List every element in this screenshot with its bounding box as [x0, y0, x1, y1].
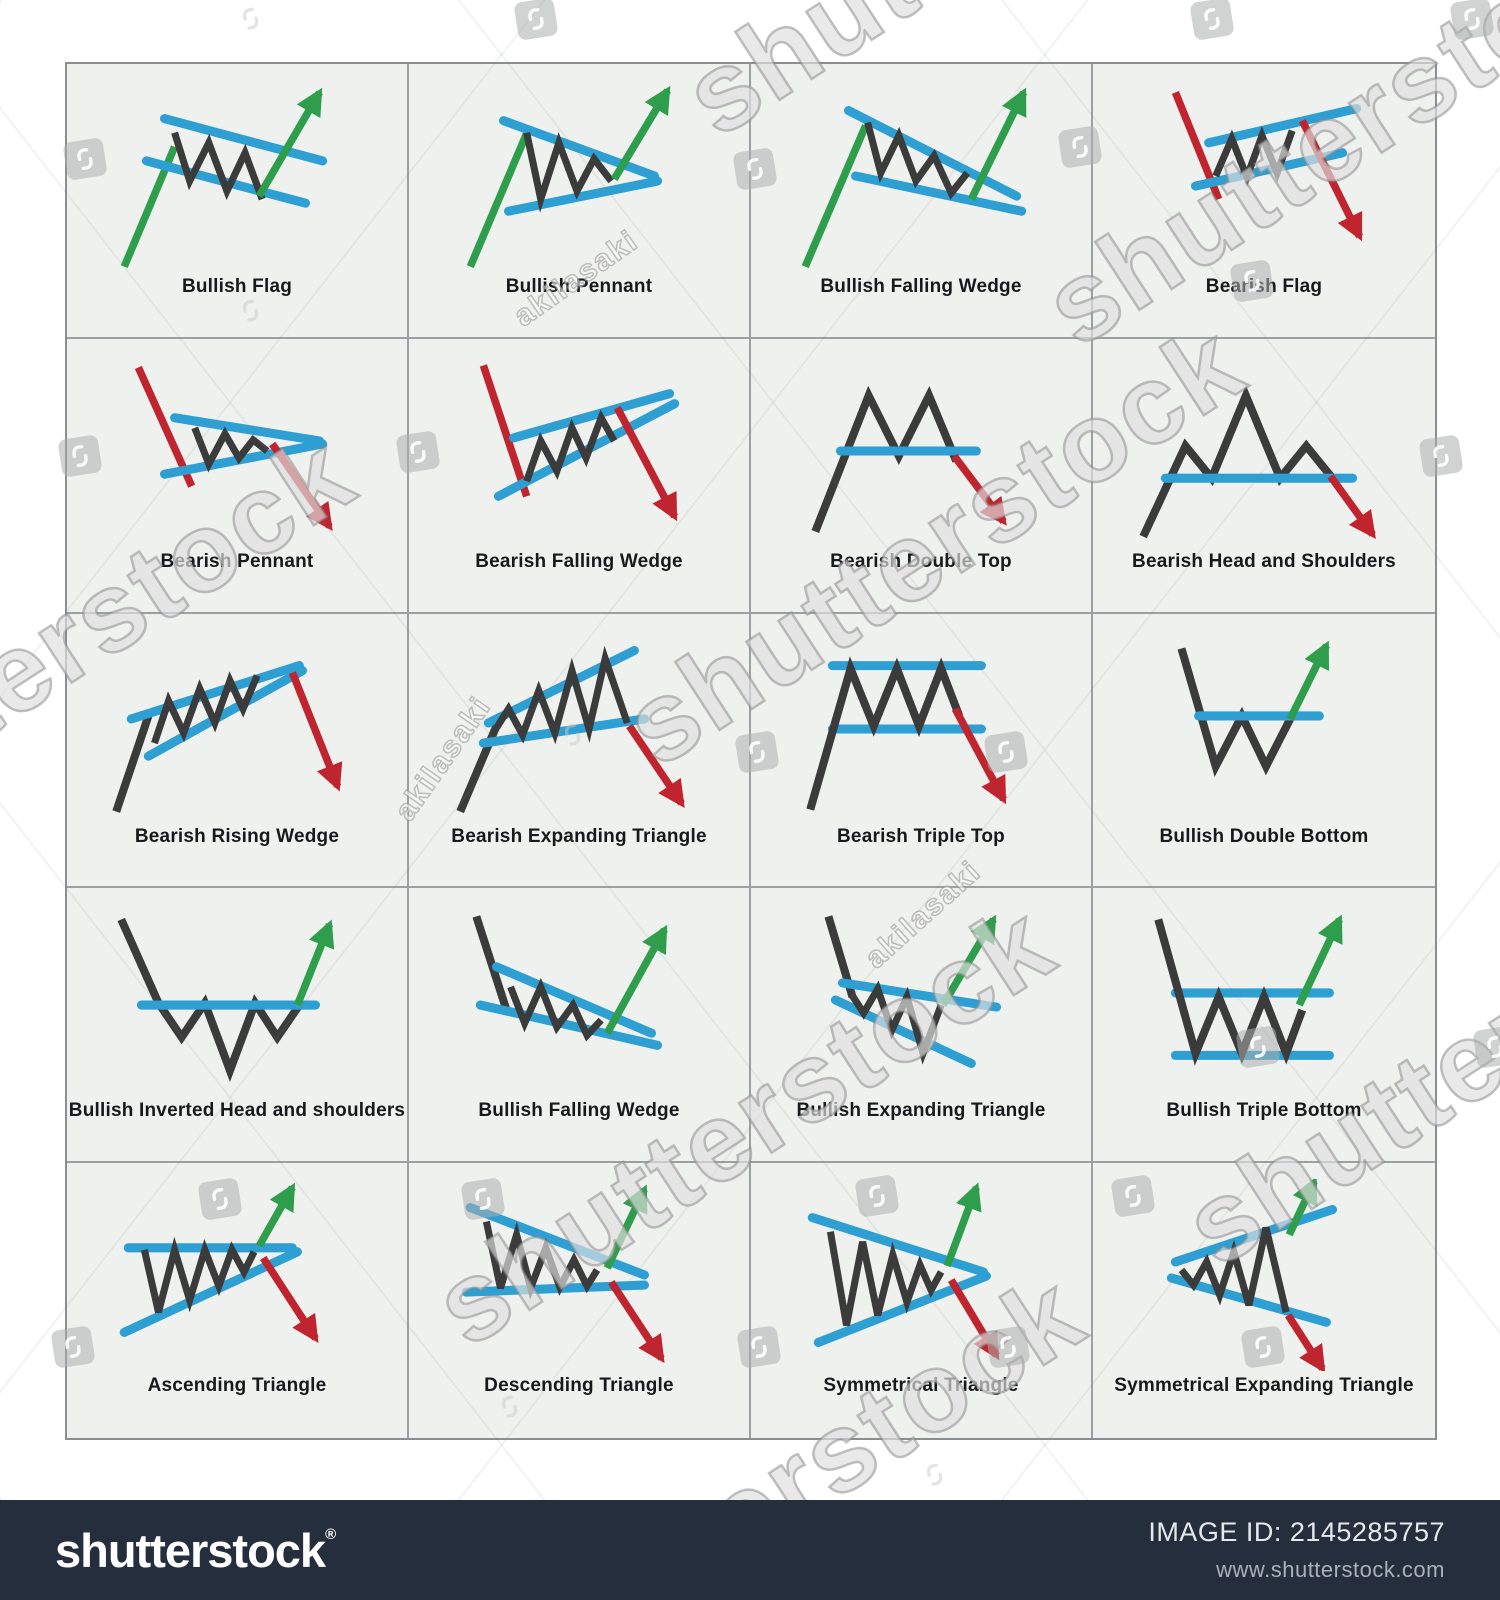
bullish-inverted-head-and-shoulders-diagram	[117, 918, 335, 1083]
pattern-cell-bearish-flag: Bearish Flag	[1093, 64, 1435, 339]
pattern-cell-symmetrical-expanding-triangle: Symmetrical Expanding Triangle	[1093, 1163, 1435, 1438]
bearish-expanding-triangle-diagram	[456, 645, 685, 813]
pattern-label: Bearish Falling Wedge	[475, 550, 683, 572]
pattern-cell-bullish-expanding-triangle: Bullish Expanding Triangle	[751, 888, 1093, 1164]
pattern-label: Bearish Triple Top	[837, 825, 1005, 847]
bearish-double-top-diagram	[811, 385, 1007, 533]
pattern-cell-bullish-pennant: Bullish Pennant	[409, 64, 751, 339]
bearish-flag-diagram	[1171, 91, 1364, 242]
pattern-cell-bearish-rising-wedge: Bearish Rising Wedge	[67, 613, 409, 889]
pattern-cell-bearish-falling-wedge: Bearish Falling Wedge	[409, 338, 751, 614]
pattern-label: Bullish Inverted Head and shoulders	[68, 1100, 406, 1122]
pattern-label: Bullish Pennant	[505, 276, 653, 297]
pattern-label: Bullish Expanding Triangle	[796, 1100, 1046, 1122]
bullish-pennant-diagram	[466, 85, 671, 269]
pattern-label: Bullish Flag	[181, 276, 293, 297]
bullish-expanding-triangle-diagram	[824, 915, 1002, 1069]
shutter-curl-watermark	[236, 2, 275, 41]
bearish-head-and-shoulders-diagram	[1139, 384, 1376, 539]
ascending-triangle-diagram	[119, 1182, 319, 1344]
pattern-cell-bullish-flag: Bullish Flag	[67, 64, 409, 339]
shutter-curl-watermark	[920, 1458, 959, 1497]
pattern-label: Bearish Head and Shoulders	[1132, 550, 1396, 572]
bearish-falling-wedge-diagram	[479, 364, 680, 522]
pattern-cell-bearish-head-and-shoulders: Bearish Head and Shoulders	[1093, 339, 1435, 614]
pattern-label: Bullish Falling Wedge	[820, 276, 1022, 297]
image-meta: IMAGE ID: 2145285757 www.shutterstock.co…	[1148, 1517, 1445, 1583]
pattern-label: Bearish Flag	[1205, 276, 1323, 297]
bullish-falling-wedge-2-diagram	[472, 915, 668, 1051]
pattern-label: Bearish Double Top	[830, 550, 1012, 572]
pattern-label: Symmetrical Triangle	[823, 1375, 1019, 1397]
pattern-cell-bullish-falling-wedge-2: Bullish Falling Wedge	[409, 888, 751, 1164]
pattern-cell-bullish-double-bottom: Bullish Double Bottom	[1093, 614, 1435, 889]
pattern-label: Bearish Pennant	[160, 550, 314, 572]
pattern-cell-symmetrical-triangle: Symmetrical Triangle	[751, 1163, 1093, 1438]
descending-triangle-diagram	[461, 1184, 665, 1364]
pattern-cell-bearish-pennant: Bearish Pennant	[67, 338, 409, 614]
shutter-badge-watermark	[1189, 0, 1235, 41]
chart-pattern-grid: Bullish Flag Bullish Pennant Bullish Falli…	[65, 62, 1437, 1440]
image-id: IMAGE ID: 2145285757	[1148, 1517, 1445, 1547]
footer-bar: shutterstock® IMAGE ID: 2145285757 www.s…	[0, 1500, 1500, 1600]
shutter-badge-watermark	[513, 0, 559, 41]
pattern-label: Descending Triangle	[484, 1375, 674, 1397]
pattern-label: Bullish Falling Wedge	[478, 1100, 680, 1122]
bullish-falling-wedge-diagram	[801, 87, 1028, 269]
pattern-label: Bearish Rising Wedge	[134, 825, 340, 847]
logo-text: shutterstock	[55, 1523, 326, 1577]
shutter-badge-watermark	[1449, 0, 1495, 41]
bearish-rising-wedge-diagram	[112, 660, 343, 813]
shutterstock-logo: shutterstock®	[55, 1523, 336, 1578]
bullish-triple-bottom-diagram	[1154, 914, 1343, 1067]
registered-mark: ®	[325, 1525, 337, 1543]
pattern-cell-bullish-falling-wedge: Bullish Falling Wedge	[751, 64, 1093, 339]
pattern-label: Symmetrical Expanding Triangle	[1114, 1375, 1414, 1397]
symmetrical-triangle-diagram	[807, 1182, 1000, 1361]
pattern-cell-bearish-triple-top: Bearish Triple Top	[751, 613, 1093, 889]
pattern-label: Bullish Double Bottom	[1159, 825, 1369, 847]
shutter-badge-watermark	[1472, 1025, 1500, 1069]
pattern-cell-bullish-triple-bottom: Bullish Triple Bottom	[1093, 888, 1435, 1164]
bearish-triple-top-diagram	[806, 655, 1007, 811]
pattern-label: Bearish Expanding Triangle	[451, 825, 707, 847]
pattern-label: Bullish Triple Bottom	[1166, 1100, 1362, 1122]
bullish-double-bottom-diagram	[1177, 640, 1330, 777]
pattern-cell-bearish-expanding-triangle: Bearish Expanding Triangle	[409, 613, 751, 889]
website-url: www.shutterstock.com	[1216, 1557, 1445, 1582]
bullish-flag-diagram	[120, 87, 328, 269]
bearish-pennant-diagram	[134, 365, 333, 531]
pattern-cell-ascending-triangle: Ascending Triangle	[67, 1163, 409, 1438]
pattern-cell-bearish-double-top: Bearish Double Top	[751, 338, 1093, 614]
symmetrical-expanding-triangle-diagram	[1166, 1179, 1337, 1372]
pattern-cell-bullish-inverted-head-and-shoulders: Bullish Inverted Head and shoulders	[67, 888, 409, 1164]
pattern-label: Ascending Triangle	[147, 1375, 327, 1397]
pattern-cell-descending-triangle: Descending Triangle	[409, 1163, 751, 1438]
